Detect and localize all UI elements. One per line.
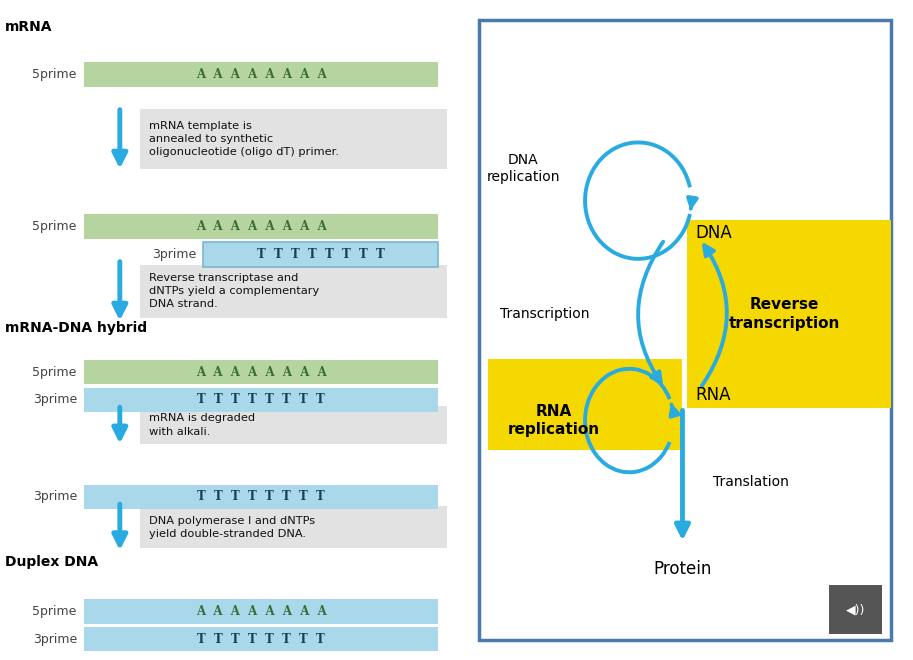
Text: DNA polymerase I and dNTPs
yield double-stranded DNA.: DNA polymerase I and dNTPs yield double-… — [149, 515, 315, 539]
Bar — [84, 62, 438, 87]
Bar — [84, 627, 438, 651]
Text: T  T  T  T  T  T  T  T: T T T T T T T T — [197, 633, 325, 645]
Bar — [84, 387, 438, 412]
Text: A  A  A  A  A  A  A  A: A A A A A A A A — [195, 220, 327, 233]
Text: A  A  A  A  A  A  A  A: A A A A A A A A — [195, 366, 327, 379]
Bar — [140, 110, 447, 169]
Bar — [84, 360, 438, 384]
Bar — [687, 220, 890, 408]
Text: T  T  T  T  T  T  T  T: T T T T T T T T — [197, 490, 325, 504]
Bar — [140, 265, 447, 317]
Text: 3prime: 3prime — [33, 490, 77, 504]
Text: 5prime: 5prime — [33, 68, 77, 81]
Bar — [488, 359, 682, 449]
Text: mRNA template is
annealed to synthetic
oligonucleotide (oligo dT) primer.: mRNA template is annealed to synthetic o… — [149, 121, 340, 157]
Text: DNA: DNA — [696, 224, 732, 242]
Text: T  T  T  T  T  T  T  T: T T T T T T T T — [257, 248, 384, 261]
Text: 3prime: 3prime — [152, 248, 196, 261]
Text: 5prime: 5prime — [33, 366, 77, 379]
Bar — [84, 484, 438, 509]
Text: A  A  A  A  A  A  A  A: A A A A A A A A — [195, 605, 327, 618]
Text: Duplex DNA: Duplex DNA — [5, 555, 98, 570]
Text: mRNA: mRNA — [5, 20, 52, 34]
Text: 5prime: 5prime — [33, 220, 77, 233]
Text: RNA: RNA — [696, 385, 731, 404]
Text: T  T  T  T  T  T  T  T: T T T T T T T T — [197, 393, 325, 407]
Text: 3prime: 3prime — [33, 393, 77, 407]
Text: Protein: Protein — [654, 560, 711, 578]
Text: Transcription: Transcription — [500, 307, 590, 321]
Text: RNA
replication: RNA replication — [508, 404, 600, 438]
Text: mRNA-DNA hybrid: mRNA-DNA hybrid — [5, 321, 147, 335]
Bar — [84, 599, 438, 624]
Text: ◀)): ◀)) — [845, 603, 865, 616]
Bar — [204, 242, 438, 267]
Text: Reverse transcriptase and
dNTPs yield a complementary
DNA strand.: Reverse transcriptase and dNTPs yield a … — [149, 273, 320, 310]
Bar — [829, 585, 882, 634]
Text: DNA
replication: DNA replication — [487, 152, 560, 184]
Text: mRNA is degraded
with alkali.: mRNA is degraded with alkali. — [149, 413, 256, 437]
Text: 5prime: 5prime — [33, 605, 77, 618]
Bar — [140, 506, 447, 548]
Text: Translation: Translation — [713, 475, 790, 489]
Bar — [140, 407, 447, 444]
Bar — [84, 214, 438, 239]
Text: Reverse
transcription: Reverse transcription — [729, 297, 840, 331]
Text: A  A  A  A  A  A  A  A: A A A A A A A A — [195, 68, 327, 81]
Text: 3prime: 3prime — [33, 633, 77, 645]
